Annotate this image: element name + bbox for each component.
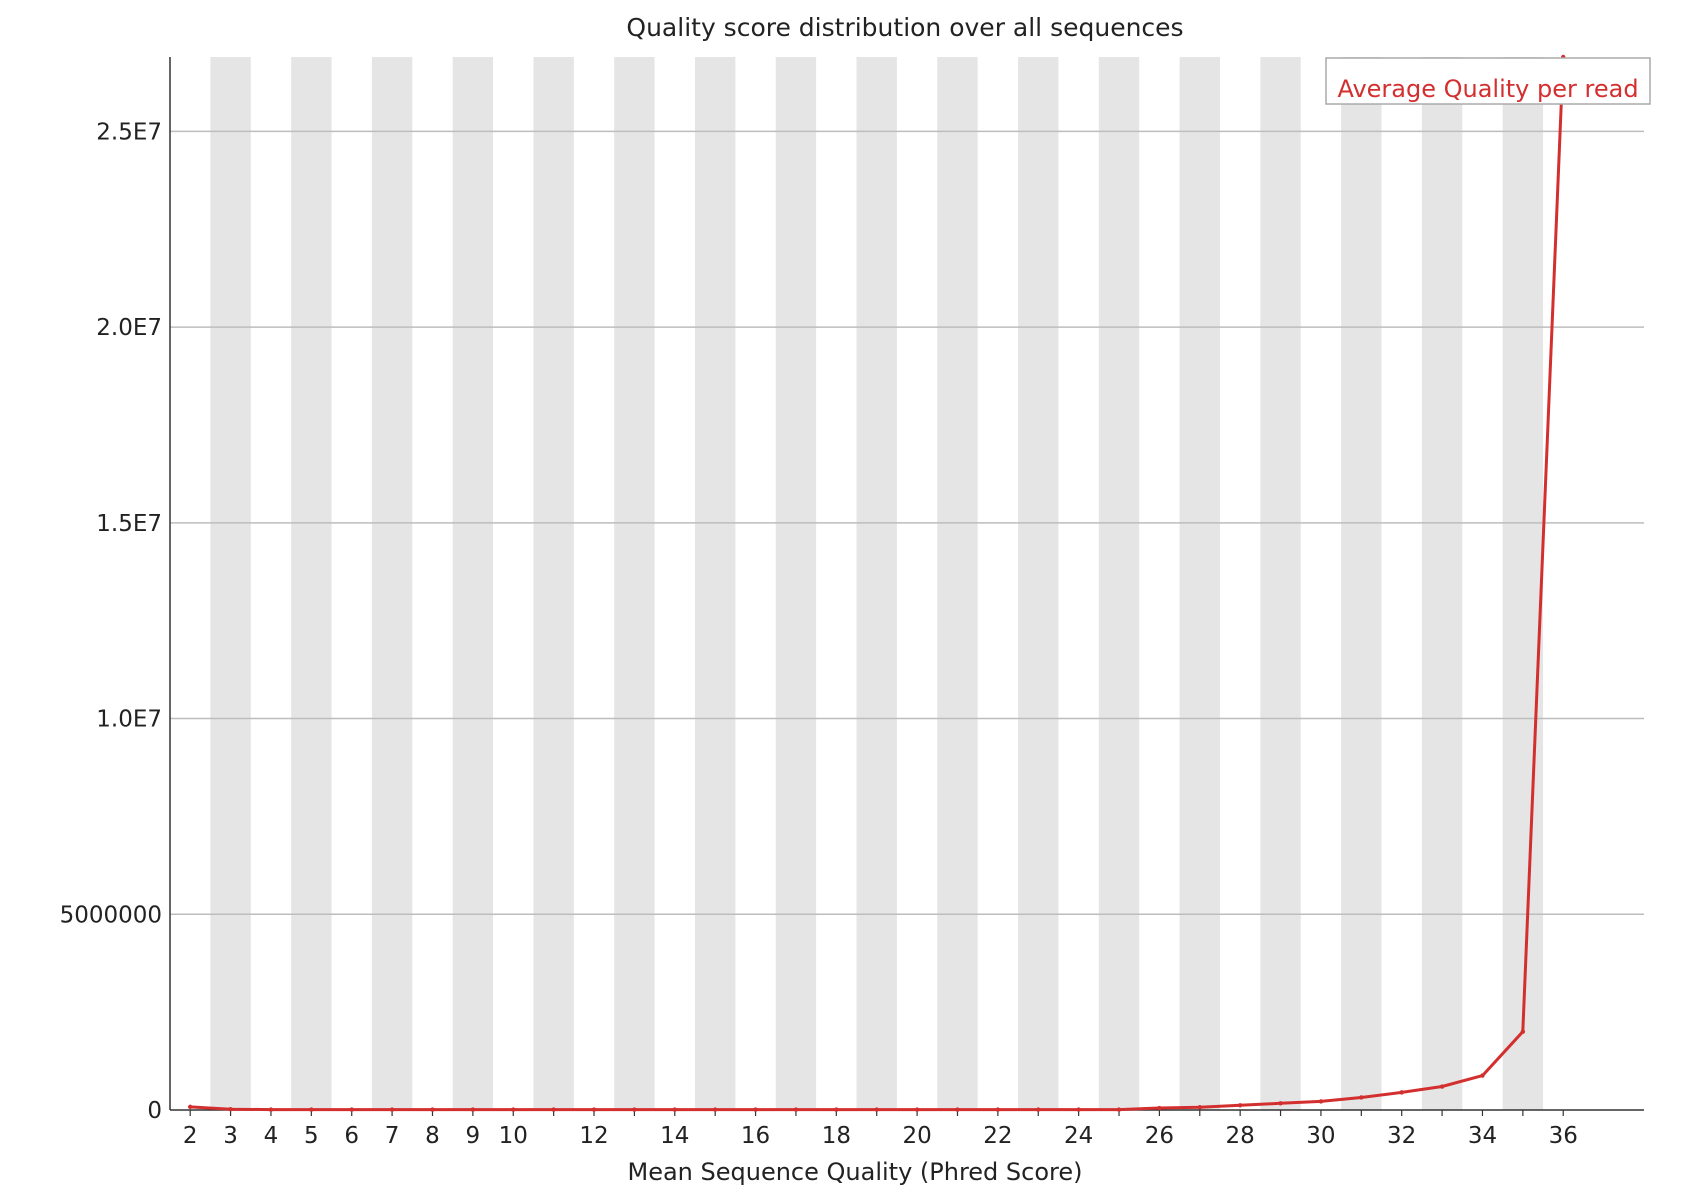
grid-band (1502, 57, 1544, 1110)
x-tick-label: 2 (183, 1123, 198, 1149)
x-tick-label: 32 (1387, 1123, 1416, 1149)
x-tick-label: 16 (741, 1123, 770, 1149)
data-point (228, 1107, 233, 1112)
grid-band (1179, 57, 1220, 1110)
grid-band (1341, 57, 1382, 1110)
data-point (672, 1107, 677, 1112)
data-point (309, 1107, 314, 1112)
data-point (914, 1107, 920, 1112)
data-point (632, 1107, 637, 1112)
x-tick-label: 14 (660, 1123, 689, 1149)
data-point (1480, 1073, 1485, 1078)
data-point (1318, 1099, 1324, 1104)
x-tick-label: 4 (264, 1123, 279, 1149)
grid-band (775, 57, 817, 1110)
data-point (511, 1107, 516, 1112)
y-axis-ticks: 0 5000000 1.0E7 1.5E7 2.0E7 2.5E7 (60, 119, 162, 1124)
data-point (551, 1107, 556, 1112)
y-tick-label: 2.0E7 (96, 315, 162, 341)
data-point (1439, 1084, 1445, 1089)
y-tick-label: 1.5E7 (96, 511, 162, 537)
data-point (1197, 1105, 1202, 1110)
x-tick-label: 30 (1306, 1123, 1335, 1149)
grid-band (371, 57, 413, 1110)
x-tick-label: 34 (1468, 1123, 1497, 1149)
horizontal-gridlines (170, 130, 1644, 916)
grid-band (856, 57, 897, 1110)
grid-band (533, 57, 574, 1110)
data-point (268, 1107, 274, 1112)
data-point (1399, 1090, 1404, 1095)
data-point (591, 1107, 597, 1112)
x-tick-label: 26 (1145, 1123, 1174, 1149)
grid-band (210, 57, 251, 1110)
data-point (1157, 1105, 1162, 1111)
x-tick-label: 28 (1226, 1123, 1255, 1149)
data-point (1076, 1107, 1081, 1112)
x-tick-label: 18 (822, 1123, 851, 1149)
grid-band (937, 57, 978, 1110)
x-tick-label: 36 (1549, 1123, 1578, 1149)
x-tick-label: 5 (304, 1123, 319, 1149)
y-tick-label: 1.0E7 (96, 707, 162, 733)
y-tick-label: 2.5E7 (96, 119, 162, 145)
data-point (874, 1107, 879, 1112)
x-tick-label: 20 (902, 1123, 931, 1149)
data-point (1359, 1095, 1364, 1100)
x-axis-ticks: 2 3 4 5 6 7 8 9 10 12 14 16 18 20 22 24 26 28 30 32 34 36 (183, 1110, 1578, 1149)
grid-band (1098, 57, 1140, 1110)
x-tick-label: 8 (425, 1123, 440, 1149)
series-lines (187, 54, 1566, 1112)
data-point (712, 1107, 718, 1112)
x-tick-label: 7 (385, 1123, 400, 1149)
x-tick-label: 12 (579, 1123, 608, 1149)
background-bands (210, 57, 1544, 1110)
data-point (753, 1107, 758, 1112)
data-point (995, 1107, 1001, 1112)
data-point (834, 1107, 839, 1112)
data-point (389, 1107, 395, 1112)
x-tick-label: 24 (1064, 1123, 1093, 1149)
data-point (1278, 1101, 1283, 1106)
grid-band (694, 57, 736, 1110)
x-tick-label: 10 (499, 1123, 528, 1149)
data-point (1116, 1107, 1122, 1112)
grid-band (614, 57, 655, 1110)
data-point (187, 1104, 193, 1110)
data-point (349, 1107, 354, 1112)
y-tick-label: 5000000 (60, 902, 162, 928)
data-point (955, 1107, 960, 1112)
legend-entry: Average Quality per read (1337, 75, 1638, 103)
grid-band (452, 57, 494, 1110)
legend: Average Quality per read (1325, 57, 1651, 105)
data-point (793, 1107, 799, 1112)
x-tick-label: 6 (344, 1123, 359, 1149)
grid-band (1421, 57, 1463, 1110)
data-point (1036, 1107, 1041, 1112)
data-point (1237, 1103, 1243, 1108)
x-tick-label: 9 (466, 1123, 481, 1149)
x-axis-label: Mean Sequence Quality (Phred Score) (627, 1158, 1082, 1186)
grid-band (1018, 57, 1059, 1110)
grid-band (1260, 57, 1301, 1110)
data-point (430, 1107, 435, 1112)
data-point (470, 1107, 476, 1112)
chart-title: Quality score distribution over all sequ… (626, 13, 1183, 42)
y-tick-label: 0 (147, 1098, 162, 1124)
grid-band (291, 57, 332, 1110)
data-point (1520, 1029, 1526, 1034)
x-tick-label: 22 (983, 1123, 1012, 1149)
x-tick-label: 3 (223, 1123, 238, 1149)
legend-box (1325, 57, 1651, 105)
